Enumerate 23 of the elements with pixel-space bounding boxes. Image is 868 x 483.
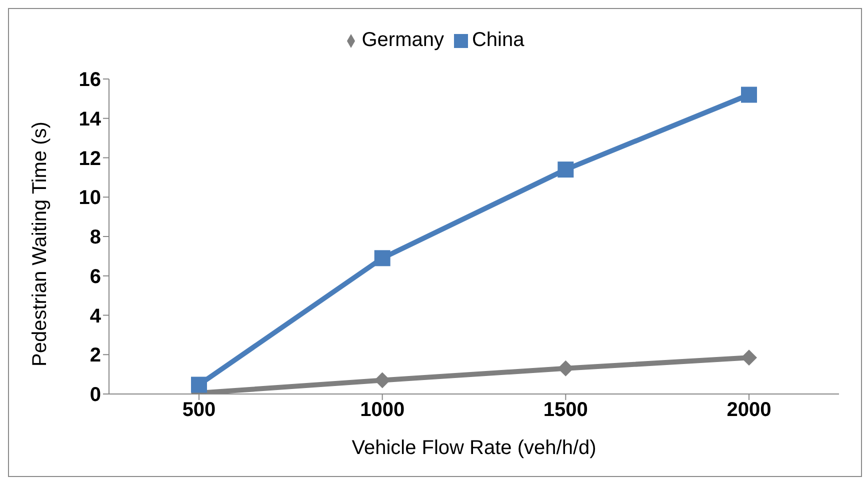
point <box>374 250 390 266</box>
x-tick-label: 1000 <box>360 399 405 422</box>
point <box>741 350 757 366</box>
y-tick-label: 6 <box>90 266 101 288</box>
y-tick-label: 8 <box>90 226 101 249</box>
y-tick-label: 14 <box>78 108 102 130</box>
point <box>558 162 574 178</box>
y-tick-label: 4 <box>90 305 102 328</box>
point <box>374 372 390 388</box>
y-tick-label: 2 <box>90 344 101 367</box>
point <box>191 376 207 393</box>
y-axis-title: Pedestrian Waiting Time (s) <box>29 122 52 366</box>
y-tick-label: 16 <box>78 69 101 92</box>
y-tick-label: 12 <box>78 148 101 170</box>
legend-label: China <box>472 29 524 51</box>
x-tick-label: 500 <box>182 399 216 422</box>
legend-label: Germany <box>362 29 444 51</box>
x-axis-title: Vehicle Flow Rate (veh/h/d) <box>352 437 596 459</box>
y-tick-label: 10 <box>78 187 101 210</box>
y-tick-label: 0 <box>90 384 101 406</box>
x-tick-label: 1500 <box>543 399 588 422</box>
point <box>741 86 757 103</box>
x-tick-label: 2000 <box>726 399 772 422</box>
